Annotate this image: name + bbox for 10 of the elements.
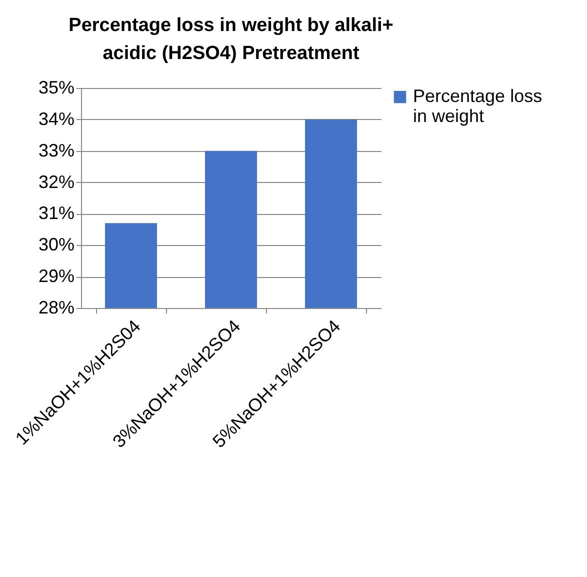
y-tick-label: 32% [38, 172, 74, 192]
y-tick-label: 33% [38, 140, 74, 160]
y-tick-label: 29% [38, 266, 74, 286]
y-tick-label: 28% [38, 298, 74, 318]
chart-title: Percentage loss in weight by alkali+ acidic (H2SO4) Pretreatment [68, 15, 394, 64]
y-tick-label: 34% [38, 108, 74, 129]
y-tick-label: 35% [38, 78, 74, 98]
y-tick-label: 30% [38, 234, 74, 255]
y-tick-label: 31% [38, 203, 74, 224]
legend-label: Percentage loss in weight [413, 86, 542, 126]
